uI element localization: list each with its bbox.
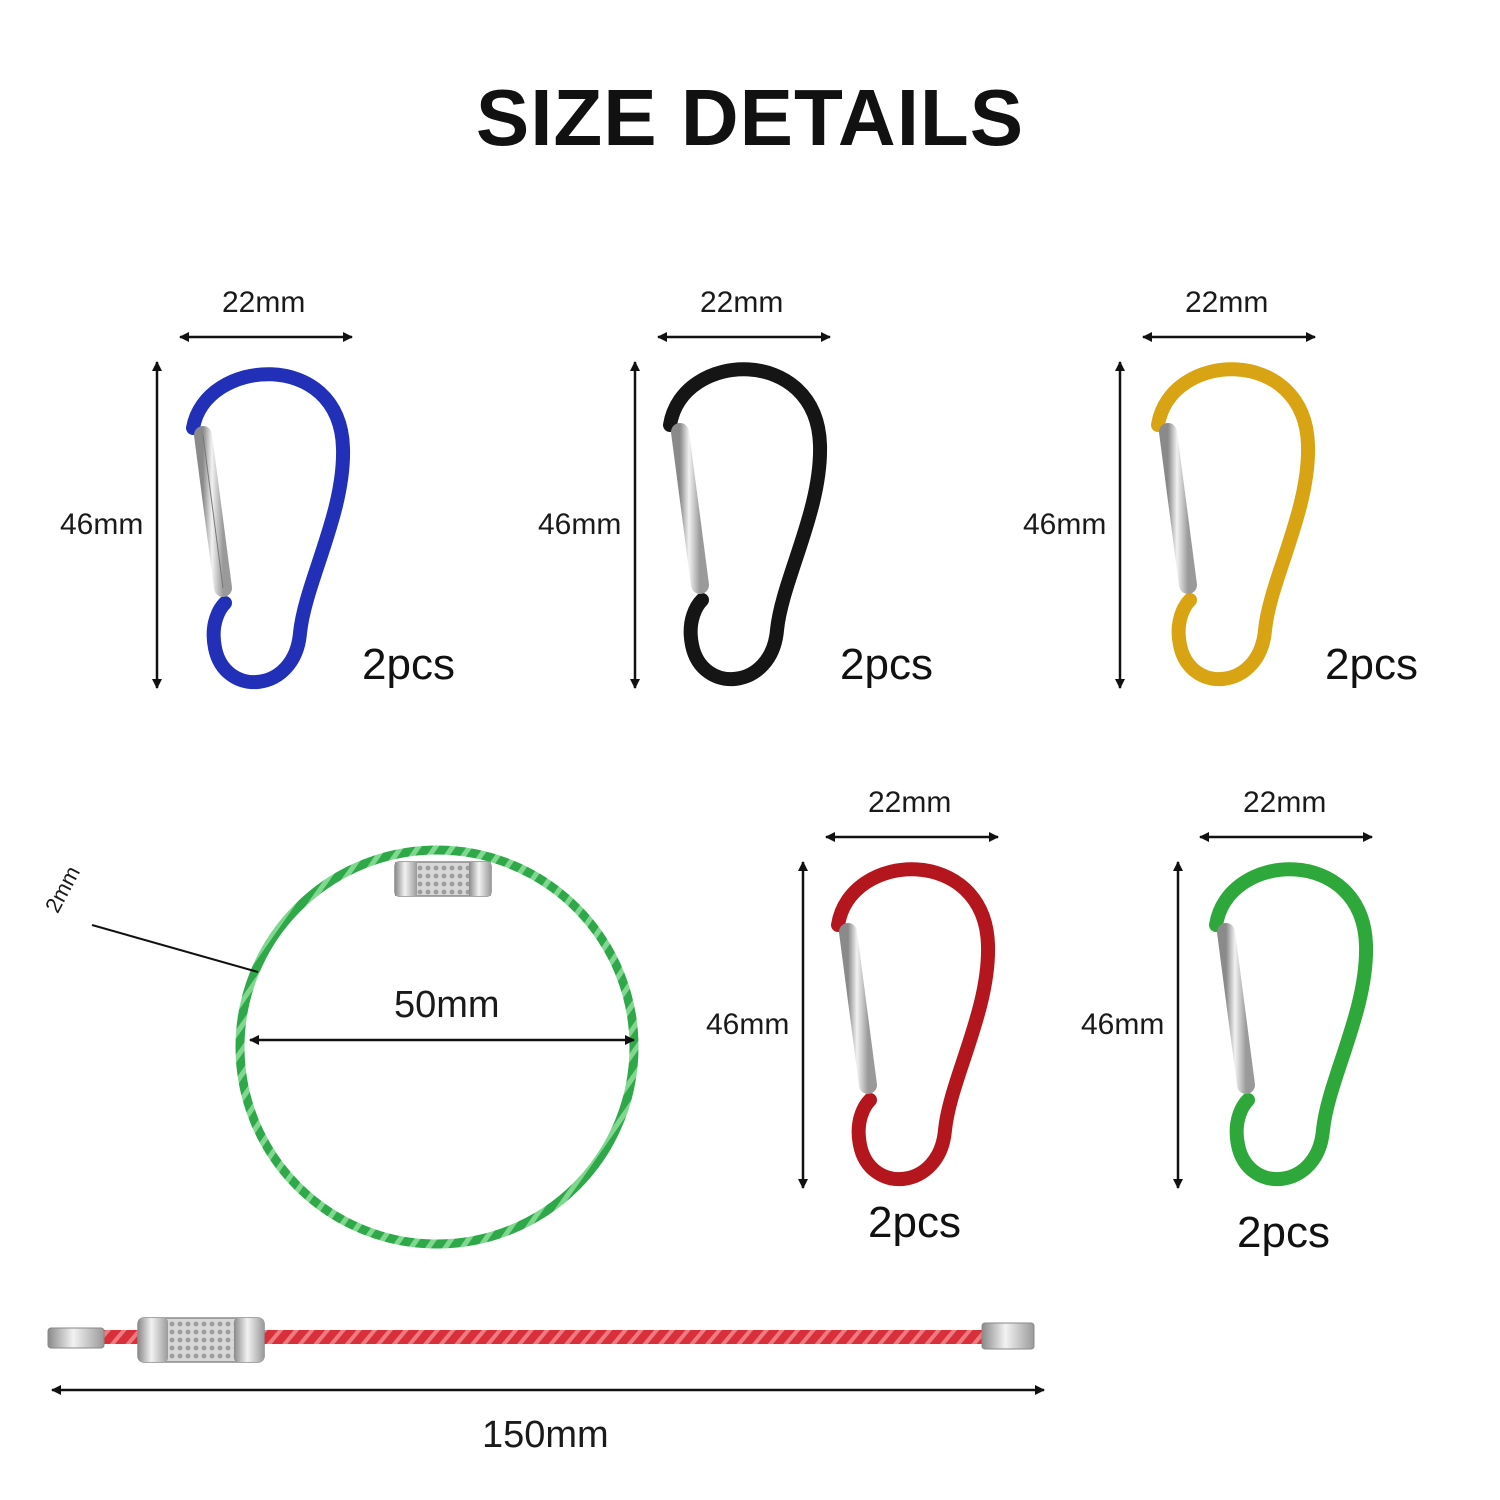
qty-label-blue: 2pcs (362, 640, 455, 689)
carabiner-body (663, 362, 828, 686)
width-label-red: 22mm (868, 786, 952, 819)
qty-label-black: 2pcs (840, 640, 933, 689)
width-label-gold: 22mm (1185, 286, 1269, 319)
width-label-blue: 22mm (222, 286, 306, 319)
width-label-black: 22mm (700, 286, 784, 319)
qty-label-gold: 2pcs (1325, 640, 1418, 689)
carabiner-group-black (630, 332, 831, 689)
carabiner-group-blue (152, 332, 353, 689)
height-label-black: 46mm (538, 508, 622, 541)
ring-diameter-label: 50mm (394, 984, 500, 1026)
carabiner-body (1209, 862, 1374, 1186)
carabiner-body (1151, 362, 1316, 686)
page-title: SIZE DETAILS (475, 73, 1025, 162)
wire-cable (47, 1317, 1045, 1395)
carabiner-body (831, 862, 996, 1186)
carabiner-group-gold (1115, 332, 1316, 689)
carabiner-group-green (1173, 832, 1374, 1189)
wire-thickness-leader (91, 924, 259, 973)
carabiner-body (186, 367, 351, 689)
qty-label-green: 2pcs (1237, 1208, 1330, 1257)
height-label-red: 46mm (706, 1008, 790, 1041)
height-label-blue: 46mm (60, 508, 144, 541)
carabiner-group-red (798, 832, 999, 1189)
height-label-green: 46mm (1081, 1008, 1165, 1041)
wire-ring (91, 845, 639, 1249)
height-label-gold: 46mm (1023, 508, 1107, 541)
qty-label-red: 2pcs (868, 1198, 961, 1247)
cable-length-label: 150mm (482, 1414, 609, 1456)
width-label-green: 22mm (1243, 786, 1327, 819)
